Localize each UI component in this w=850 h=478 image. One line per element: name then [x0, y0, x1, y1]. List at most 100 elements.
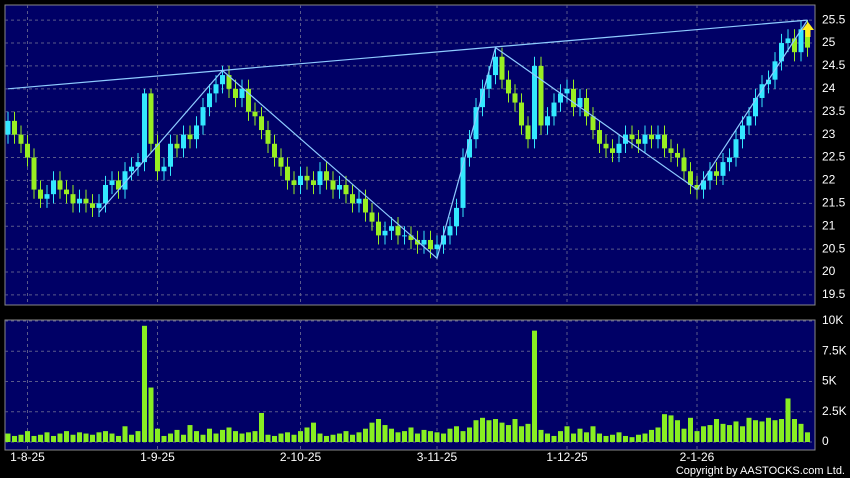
candle-body: [389, 226, 394, 231]
candle-body: [148, 93, 154, 144]
candle-body: [25, 143, 30, 158]
candle-body: [18, 134, 24, 144]
candle-body: [480, 88, 485, 108]
volume-bar: [499, 422, 505, 443]
volume-bar: [629, 437, 635, 443]
y-tick-label: 20.5: [822, 241, 846, 255]
volume-bar: [785, 398, 791, 443]
candle-body: [597, 130, 602, 144]
candle-body: [441, 235, 446, 245]
volume-bar: [148, 387, 154, 443]
copyright: Copyright by AASTOCKS.com Ltd.: [676, 465, 845, 477]
volume-bar: [733, 421, 739, 443]
candle-body: [616, 143, 622, 153]
y-tick-label: 25.5: [822, 12, 846, 26]
volume-bar: [278, 433, 284, 443]
volume-bar: [96, 432, 102, 443]
candle-body: [122, 171, 128, 190]
candle-body: [720, 162, 726, 176]
candle-body: [220, 75, 225, 85]
volume-bar: [207, 428, 212, 443]
volume-bar: [603, 435, 609, 443]
volume-bar: [38, 434, 43, 443]
candle-body: [525, 125, 531, 140]
volume-bar: [272, 435, 277, 443]
volume-bar: [356, 432, 362, 443]
candle-body: [408, 235, 414, 240]
candle-body: [239, 88, 245, 98]
volume-bar: [480, 417, 485, 443]
candle-body: [337, 185, 342, 190]
volume-bar: [389, 428, 394, 443]
volume-bar: [5, 433, 11, 443]
candle-body: [506, 79, 511, 94]
volume-bar: [610, 434, 615, 443]
volume-bar: [473, 420, 479, 443]
volume-bar: [395, 432, 401, 443]
candle-body: [324, 171, 329, 181]
y-tick-label: 19.5: [822, 287, 846, 301]
candle-body: [571, 88, 576, 108]
candle-body: [675, 152, 680, 158]
candle-body: [564, 88, 570, 94]
volume-bar: [766, 417, 771, 443]
volume-bar: [467, 427, 472, 443]
candle-body: [161, 166, 167, 172]
volume-bar: [265, 434, 271, 443]
candle-body: [512, 93, 518, 103]
volume-bar: [376, 419, 381, 443]
volume-bar: [57, 433, 63, 443]
volume-bar: [382, 425, 388, 443]
volume-bar: [532, 330, 537, 443]
candle-body: [155, 143, 160, 172]
volume-bar: [408, 427, 414, 443]
volume-bar: [506, 425, 511, 443]
candle-body: [5, 120, 11, 135]
candle-body: [629, 134, 635, 140]
volume-bar: [623, 435, 628, 443]
candle-body: [499, 56, 505, 80]
candle-body: [181, 134, 186, 149]
candle-body: [330, 180, 336, 190]
candle-body: [402, 235, 407, 237]
volume-bar: [636, 434, 641, 443]
candle-body: [460, 157, 466, 208]
volume-bar: [798, 423, 804, 443]
candle-body: [493, 56, 498, 76]
volume-bar: [285, 432, 290, 443]
volume-bar: [83, 433, 89, 443]
candle-body: [51, 180, 56, 195]
volume-bar: [545, 433, 550, 443]
candle-body: [551, 102, 557, 117]
volume-bar: [350, 434, 355, 443]
candle-body: [603, 143, 609, 149]
volume-bar: [642, 433, 648, 443]
candle-body: [376, 221, 381, 236]
candle-body: [369, 212, 375, 222]
volume-bar: [694, 431, 700, 443]
y-tick-label: 24.5: [822, 58, 846, 72]
volume-bar: [343, 431, 349, 443]
candle-body: [746, 116, 752, 126]
volume-bar: [584, 432, 589, 443]
plot-layer: 19.5 20 20.5 21 21.5 22 22.5 23 23.5 24 24.5 25 25.5…: [5, 5, 847, 464]
candle-body: [779, 43, 784, 62]
volume-bar: [577, 428, 583, 443]
volume-bar: [701, 426, 706, 443]
x-tick-label: 3-11-25: [417, 450, 458, 464]
candle-body: [753, 97, 758, 117]
volume-bar: [311, 422, 316, 443]
candle-body: [688, 171, 693, 185]
volume-bar: [77, 432, 82, 443]
candle-body: [558, 93, 563, 103]
candle-body: [447, 226, 453, 236]
volume-bar: [252, 431, 258, 443]
candle-body: [96, 203, 102, 208]
volume-bar: [441, 433, 446, 443]
candle-body: [662, 134, 667, 149]
volume-bar: [486, 420, 492, 443]
candle-body: [168, 143, 173, 167]
volume-bar: [805, 432, 810, 443]
candle-body: [64, 189, 69, 195]
candle-body: [285, 166, 290, 181]
